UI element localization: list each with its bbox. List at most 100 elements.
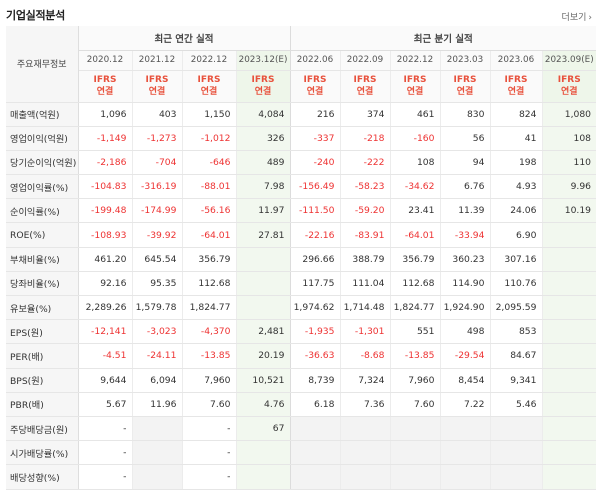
value-cell: 388.79 [339,247,390,272]
value-cell: 4,084 [235,102,290,127]
value-cell: -4,370 [181,319,236,345]
period-header: 2023.12(E) [235,50,290,71]
value-cell [489,416,542,442]
row-label: 주당배당금(원) [6,416,79,442]
value-cell: 9,341 [489,368,542,393]
ifrs-label: IFRS [251,75,275,85]
value-cell: -1,273 [131,126,182,151]
value-cell: 11.96 [131,392,182,417]
chevron-right-icon: › [588,13,592,23]
corner-label: 주요재무정보 [6,26,79,103]
table-row: 매출액(억원) 1,096 403 1,150 4,084 216 374 461 830 824… [6,102,597,127]
value-cell: 356.79 [389,247,440,272]
value-cell: 2,095.59 [489,295,542,321]
row-label: 순이익률(%) [6,198,79,224]
value-cell: - [181,416,236,442]
table-row: 배당성향(%) - - [6,464,597,490]
value-cell [235,464,290,490]
value-cell [235,440,290,466]
value-cell: 5.67 [77,392,132,417]
value-cell: 1,974.62 [289,295,340,321]
value-cell: 1,080 [541,102,597,127]
value-cell: - [77,440,132,466]
value-cell: -83.91 [339,222,390,248]
value-cell [389,416,440,442]
row-label: 당기순이익(억원) [6,150,79,176]
row-label: PBR(배) [6,392,79,417]
table-row: 영업이익(억원) -1,149 -1,273 -1,012 326 -337 -218 -16… [6,126,597,151]
value-cell: 8,739 [289,368,340,393]
row-label: ROE(%) [6,222,79,248]
value-cell: 20.19 [235,343,290,369]
value-cell: -1,149 [77,126,132,151]
value-cell: 1,579.78 [131,295,182,321]
table-row: BPS(원) 9,644 6,094 7,960 10,521 8,739 7,324 7,9… [6,368,597,393]
table-row: 영업이익률(%) -104.83 -316.19 -88.01 7.98 -156.49-… [6,174,597,200]
ifrs-badge: IFRS 연결 [339,70,390,103]
value-cell [339,416,390,442]
value-cell: -58.23 [339,174,390,200]
value-cell: 4.93 [489,174,542,200]
ifrs-badge: IFRS 연결 [489,70,542,103]
value-cell [541,222,597,248]
table-row: 시가배당률(%) - - [6,440,597,466]
value-cell [439,416,490,442]
value-cell: 7.60 [181,392,236,417]
row-label: 영업이익(억원) [6,126,79,151]
ifrs-badge: IFRS 연결 [235,70,290,103]
value-cell: 110 [541,150,597,176]
row-label: PER(배) [6,343,79,369]
period-header: 2022.12 [389,50,440,71]
consolidated-label: 연결 [406,87,424,97]
value-cell: - [77,464,132,490]
table-row: PER(배) -4.51 -24.11 -13.85 20.19 -36.63 -8.68-… [6,343,597,369]
value-cell: 461.20 [77,247,132,272]
ifrs-label: IFRS [197,75,221,85]
value-cell: -4.51 [77,343,132,369]
value-cell [235,247,290,272]
value-cell: 374 [339,102,390,127]
value-cell: 1,714.48 [339,295,390,321]
value-cell: 216 [289,102,340,127]
value-cell: 95.35 [131,271,182,297]
row-label: BPS(원) [6,368,79,393]
ifrs-badge: IFRS 연결 [131,70,182,103]
value-cell: -12,141 [77,319,132,345]
table-row: EPS(원) -12,141 -3,023 -4,370 2,481 -1,935 -1,3… [6,319,597,345]
row-label: 당좌비율(%) [6,271,79,297]
value-cell [541,416,597,442]
ifrs-label: IFRS [145,75,169,85]
value-cell: 403 [131,102,182,127]
value-cell: -199.48 [77,198,132,224]
value-cell: -111.50 [289,198,340,224]
value-cell [389,440,440,466]
value-cell [131,464,182,490]
value-cell: -33.94 [439,222,490,248]
value-cell: 5.46 [489,392,542,417]
value-cell: 1,150 [181,102,236,127]
value-cell: -24.11 [131,343,182,369]
more-link[interactable]: 더보기 › [562,10,592,23]
value-cell: -88.01 [181,174,236,200]
table-row: 주당배당금(원) - -67 [6,416,597,442]
value-cell: -59.20 [339,198,390,224]
consolidated-label: 연결 [200,87,218,97]
consolidated-label: 연결 [507,87,525,97]
value-cell: 2,289.26 [77,295,132,321]
value-cell: 1,924.90 [439,295,490,321]
value-cell: -36.63 [289,343,340,369]
value-cell [541,464,597,490]
value-cell: -337 [289,126,340,151]
consolidated-label: 연결 [356,87,374,97]
annual-group-header: 최근 연간 실적 [77,26,290,51]
value-cell: 6.90 [489,222,542,248]
value-cell [541,295,597,321]
value-cell: 112.68 [181,271,236,297]
value-cell [439,464,490,490]
value-cell: -174.99 [131,198,182,224]
period-header: 2021.12 [131,50,182,71]
value-cell: 326 [235,126,290,151]
value-cell [235,271,290,297]
quarter-group-header: 최근 분기 실적 [289,26,597,51]
value-cell: 6.18 [289,392,340,417]
